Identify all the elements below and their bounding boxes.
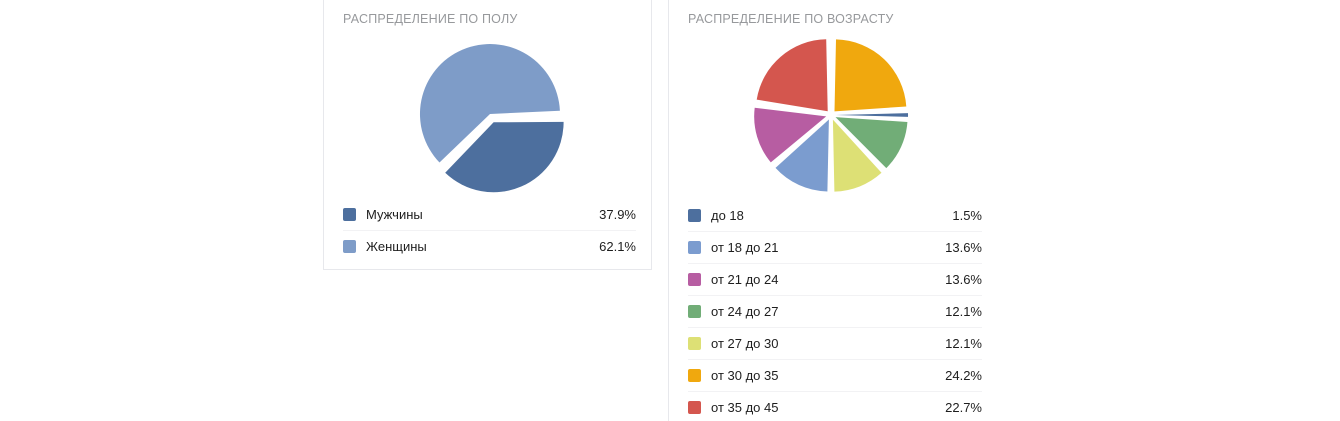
- legend-percent: 13.6%: [945, 240, 982, 255]
- legend-swatch: [688, 208, 701, 222]
- pie-slice: [834, 39, 907, 112]
- legend-swatch: [688, 337, 701, 350]
- age-pie-chart: [754, 39, 909, 192]
- age-panel-title: РАСПРЕДЕЛЕНИЕ ПО ВОЗРАСТУ: [688, 12, 894, 26]
- legend-percent: 24.2%: [945, 368, 982, 383]
- legend-percent: 13.6%: [945, 272, 982, 287]
- legend-row-24-27: от 24 до 27 12.1%: [688, 295, 982, 327]
- legend-percent: 1.5%: [952, 207, 982, 223]
- legend-row-women: Женщины 62.1%: [343, 230, 636, 262]
- legend-percent: 12.1%: [945, 336, 982, 351]
- legend-label: от 21 до 24: [711, 272, 779, 287]
- legend-swatch-men: [343, 207, 356, 221]
- pie-slice: [836, 113, 909, 117]
- legend-row-30-35: от 30 до 35 24.2%: [688, 359, 982, 391]
- legend-swatch: [688, 369, 701, 382]
- legend-row-35-45: от 35 до 45 22.7%: [688, 391, 982, 421]
- legend-row-27-30: от 27 до 30 12.1%: [688, 327, 982, 359]
- pie-slice: [835, 117, 908, 169]
- legend-row-18-21: от 18 до 21 13.6%: [688, 231, 982, 263]
- legend-label: от 35 до 45: [711, 400, 779, 415]
- pie-slice: [756, 39, 828, 112]
- age-legend: до 18 1.5% от 18 до 21 13.6% от 21 до 24…: [669, 199, 997, 421]
- legend-percent: 22.7%: [945, 400, 982, 415]
- pie-slice: [754, 107, 827, 163]
- legend-label: от 24 до 27: [711, 304, 779, 319]
- gender-legend: Мужчины 37.9% Женщины 62.1%: [324, 198, 651, 262]
- legend-label: от 18 до 21: [711, 240, 779, 255]
- legend-swatch: [688, 305, 701, 318]
- legend-label: Мужчины: [366, 206, 423, 222]
- pie-slice: [419, 44, 560, 163]
- gender-panel-title: РАСПРЕДЕЛЕНИЕ ПО ПОЛУ: [343, 12, 518, 26]
- legend-row-men: Мужчины 37.9%: [343, 198, 636, 230]
- legend-swatch: [688, 401, 701, 414]
- legend-swatch: [688, 273, 701, 286]
- legend-percent: 37.9%: [599, 206, 636, 222]
- legend-label: до 18: [711, 207, 744, 223]
- pie-slice: [832, 119, 882, 192]
- legend-percent: 12.1%: [945, 304, 982, 319]
- legend-row-21-24: от 21 до 24 13.6%: [688, 263, 982, 295]
- pie-slice: [445, 121, 564, 193]
- legend-swatch: [688, 241, 701, 254]
- gender-distribution-panel: РАСПРЕДЕЛЕНИЕ ПО ПОЛУ Мужчины 37.9% Женщ…: [323, 0, 652, 270]
- legend-row-under-18: до 18 1.5%: [688, 199, 982, 231]
- legend-swatch-women: [343, 240, 356, 253]
- pie-slice: [775, 119, 829, 192]
- age-distribution-panel: РАСПРЕДЕЛЕНИЕ ПО ВОЗРАСТУ до 18 1.5% от …: [668, 0, 997, 421]
- legend-label: Женщины: [366, 239, 427, 254]
- legend-label: от 30 до 35: [711, 368, 779, 383]
- legend-percent: 62.1%: [599, 239, 636, 254]
- gender-pie-chart: [419, 44, 564, 193]
- legend-label: от 27 до 30: [711, 336, 779, 351]
